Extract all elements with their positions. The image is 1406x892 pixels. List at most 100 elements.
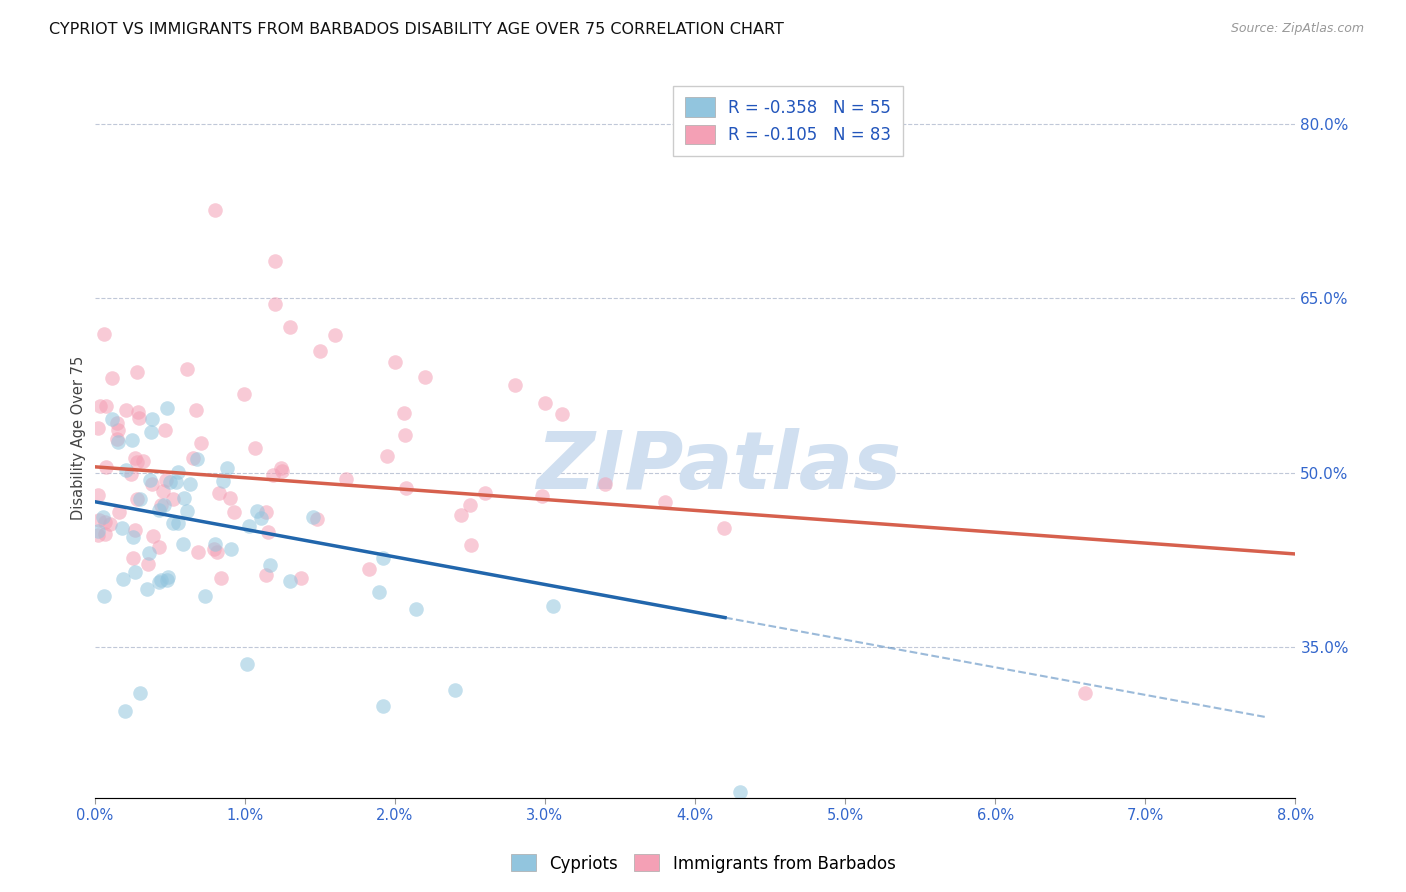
Point	[219, 542, 242, 557]
Point	[205, 545, 228, 559]
Point	[157, 570, 180, 584]
Point	[238, 519, 260, 533]
Point	[89, 513, 111, 527]
Point	[155, 473, 177, 487]
Legend: Cypriots, Immigrants from Barbados: Cypriots, Immigrants from Barbados	[503, 847, 903, 880]
Point	[112, 573, 135, 587]
Text: CYPRIOT VS IMMIGRANTS FROM BARBADOS DISABILITY AGE OVER 75 CORRELATION CHART: CYPRIOT VS IMMIGRANTS FROM BARBADOS DISA…	[49, 22, 785, 37]
Point	[125, 455, 148, 469]
Point	[153, 498, 176, 512]
Point	[219, 491, 242, 505]
Point	[530, 490, 553, 504]
Point	[159, 475, 181, 489]
Point	[187, 544, 209, 558]
Point	[209, 571, 232, 585]
Point	[217, 461, 239, 475]
Point	[460, 538, 482, 552]
Point	[257, 525, 280, 540]
Point	[121, 467, 143, 482]
Point	[243, 442, 266, 456]
Point	[156, 401, 179, 416]
Point	[93, 589, 115, 603]
Point	[204, 536, 226, 550]
Point	[150, 498, 173, 512]
Point	[359, 562, 381, 576]
Point	[335, 472, 357, 486]
Point	[181, 450, 204, 465]
Legend: R = -0.358   N = 55, R = -0.105   N = 83: R = -0.358 N = 55, R = -0.105 N = 83	[673, 86, 903, 156]
Point	[246, 504, 269, 518]
Point	[107, 434, 129, 449]
Point	[503, 378, 526, 392]
Point	[122, 551, 145, 566]
Point	[394, 428, 416, 442]
Point	[165, 475, 187, 489]
Point	[262, 468, 284, 483]
Point	[121, 434, 143, 448]
Point	[86, 488, 108, 502]
Point	[156, 573, 179, 587]
Point	[89, 400, 111, 414]
Point	[323, 328, 346, 343]
Text: ZIPatlas: ZIPatlas	[537, 427, 901, 506]
Point	[413, 370, 436, 384]
Point	[713, 521, 735, 535]
Point	[202, 542, 225, 557]
Point	[135, 582, 157, 596]
Point	[148, 540, 170, 554]
Point	[162, 492, 184, 507]
Point	[186, 451, 208, 466]
Point	[450, 508, 472, 522]
Point	[94, 459, 117, 474]
Point	[105, 416, 128, 430]
Point	[278, 574, 301, 588]
Text: Source: ZipAtlas.com: Source: ZipAtlas.com	[1230, 22, 1364, 36]
Point	[212, 474, 235, 488]
Point	[184, 403, 207, 417]
Point	[654, 494, 676, 508]
Point	[162, 516, 184, 530]
Point	[152, 483, 174, 498]
Point	[371, 698, 394, 713]
Point	[114, 704, 136, 718]
Point	[541, 599, 564, 614]
Point	[270, 464, 292, 478]
Point	[141, 412, 163, 426]
Point	[86, 527, 108, 541]
Point	[443, 682, 465, 697]
Point	[124, 450, 146, 465]
Point	[173, 491, 195, 506]
Point	[153, 423, 176, 437]
Point	[368, 585, 391, 599]
Point	[115, 402, 138, 417]
Point	[128, 686, 150, 700]
Point	[176, 504, 198, 518]
Point	[375, 450, 398, 464]
Point	[305, 512, 328, 526]
Point	[392, 406, 415, 420]
Point	[190, 436, 212, 450]
Point	[254, 568, 277, 582]
Point	[100, 371, 122, 385]
Point	[250, 511, 273, 525]
Point	[127, 491, 149, 506]
Point	[259, 558, 281, 572]
Point	[302, 510, 325, 524]
Point	[105, 432, 128, 446]
Point	[150, 573, 173, 587]
Point	[115, 463, 138, 477]
Point	[86, 524, 108, 538]
Point	[208, 485, 231, 500]
Point	[474, 486, 496, 500]
Point	[125, 365, 148, 379]
Point	[122, 530, 145, 544]
Point	[128, 411, 150, 425]
Y-axis label: Disability Age Over 75: Disability Age Over 75	[72, 356, 86, 520]
Point	[86, 420, 108, 434]
Point	[124, 524, 146, 538]
Point	[395, 481, 418, 495]
Point	[111, 521, 134, 535]
Point	[308, 343, 330, 358]
Point	[136, 557, 159, 571]
Point	[94, 516, 117, 530]
